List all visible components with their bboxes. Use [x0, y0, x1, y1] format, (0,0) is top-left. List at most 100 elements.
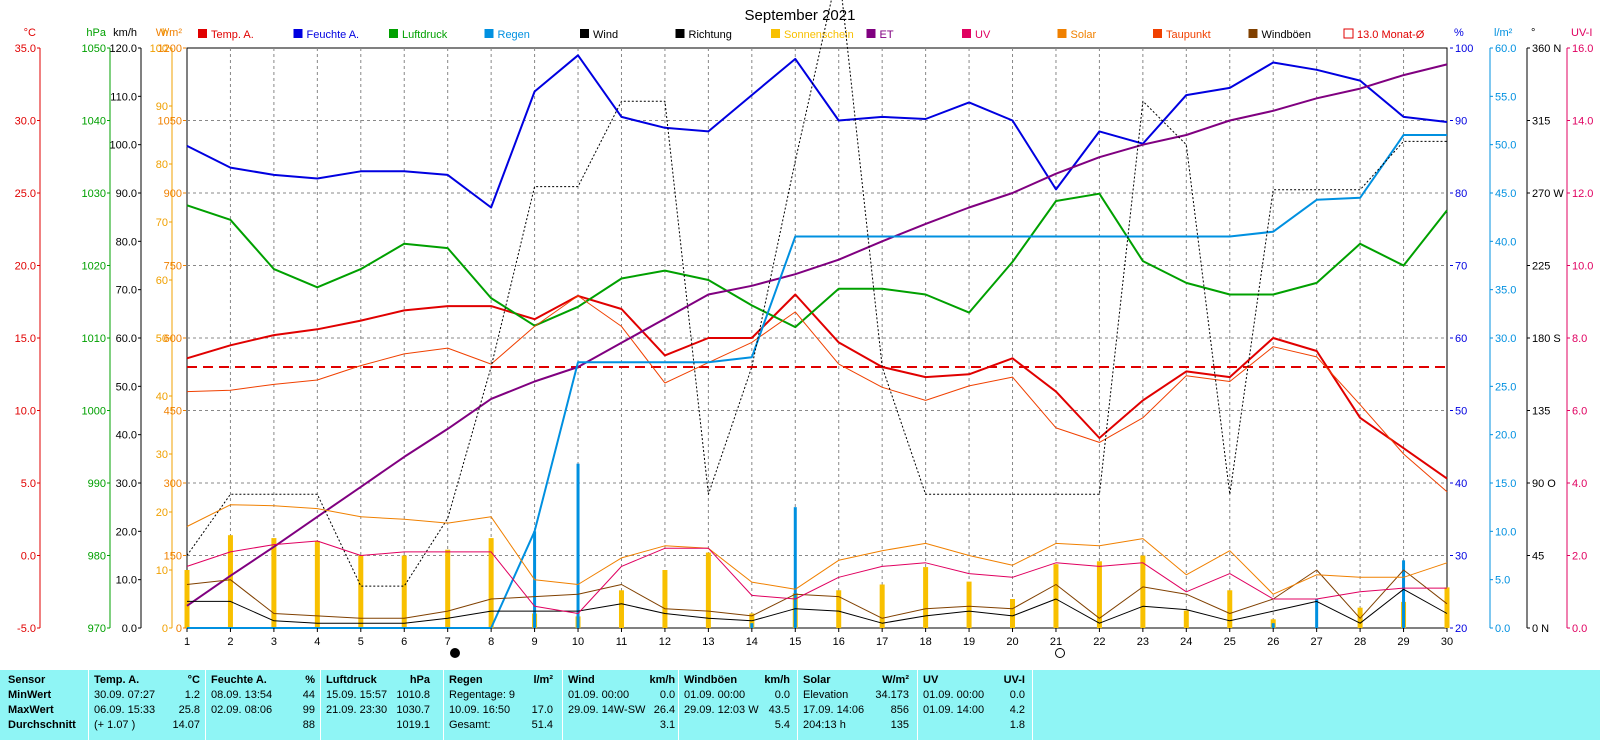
- right-axis-tick-label: 30: [1455, 551, 1467, 563]
- right-axis-tick-label: 16.0: [1572, 43, 1593, 55]
- right-axis-tick-label: 270 W: [1532, 188, 1564, 200]
- right-axis-tick-label: 5.0: [1495, 575, 1510, 587]
- sunshine-bar: [923, 567, 929, 628]
- stats-cell: [209, 717, 295, 732]
- right-axis-tick-label: 40: [1455, 478, 1467, 490]
- stats-cell: [566, 717, 647, 732]
- stats-value: 1010.8: [396, 688, 430, 701]
- left-axis-tick-label: 20.0: [15, 261, 36, 273]
- chart-grid: [186, 47, 1448, 629]
- left-axis-tick-label: 600: [164, 333, 182, 345]
- right-axis-tick-label: 0.0: [1572, 623, 1587, 635]
- legend-swatch: [1343, 28, 1354, 39]
- stats-cell: Elevation: [803, 688, 849, 701]
- right-axis-tick-label: 315: [1532, 116, 1550, 128]
- left-axis-unit: hPa: [86, 27, 106, 39]
- legend-label: Solar: [1071, 29, 1097, 41]
- x-tick-label: 10: [572, 636, 584, 648]
- left-axis-unit: km/h: [113, 27, 137, 39]
- left-axis-tick-label: 80: [156, 159, 168, 171]
- x-tick-label: 2: [227, 636, 233, 648]
- stats-cell: 01.09. 14:00: [923, 703, 985, 716]
- stats-cell: 17.09. 14:06: [803, 703, 865, 716]
- legend-swatch: [293, 29, 303, 38]
- right-axis-tick-label: 50: [1455, 406, 1467, 418]
- x-tick-label: 14: [746, 636, 758, 648]
- sunshine-bar: [1140, 555, 1146, 628]
- sunshine-bar: [1183, 610, 1189, 628]
- stats-value: [526, 687, 555, 702]
- right-axis-tick-label: 55.0: [1495, 91, 1516, 103]
- stats-value: 99: [302, 703, 315, 716]
- left-axis-tick-label: 0.0: [21, 551, 36, 563]
- stats-cell: 30.09. 07:27: [94, 688, 156, 701]
- x-tick-label: 5: [358, 636, 364, 648]
- left-axis-tick-label: 40.0: [116, 430, 137, 442]
- left-axis-tick-label: 30.0: [116, 478, 137, 490]
- left-axis-tick-label: 50: [156, 333, 168, 345]
- stats-cell: [324, 717, 392, 732]
- right-axis-tick-label: 6.0: [1572, 406, 1587, 418]
- stats-value: 1030.7: [396, 703, 430, 716]
- x-tick-label: 18: [919, 636, 931, 648]
- right-axis-tick-label: 0.0: [1495, 623, 1510, 635]
- left-axis-tick-label: 40: [156, 391, 168, 403]
- left-axis-tick-label: 20.0: [116, 526, 137, 538]
- stats-value: 1.2: [184, 688, 200, 701]
- series-line-wind: [187, 588, 1448, 624]
- right-axis-tick-label: 40.0: [1495, 236, 1516, 248]
- stats-header: Wind: [568, 673, 595, 686]
- x-tick-label: 3: [271, 636, 277, 648]
- left-axis-tick-label: 900: [164, 188, 182, 200]
- sunshine-bar: [836, 590, 842, 628]
- stats-header: Solar: [803, 673, 831, 686]
- x-tick-label: 23: [1137, 636, 1149, 648]
- stats-value: 1.8: [1009, 718, 1025, 731]
- x-tick-label: 7: [445, 636, 451, 648]
- right-axis-unit: °: [1531, 27, 1535, 39]
- series-line-taupunkt: [186, 295, 1448, 493]
- legend-label: ET: [880, 29, 894, 41]
- stats-value: 25.8: [178, 703, 200, 716]
- sunshine-bar: [271, 538, 277, 628]
- left-axis-tick-label: 100: [150, 43, 168, 55]
- left-axis-tick-label: 90: [156, 101, 168, 113]
- stats-value: 44: [302, 688, 315, 701]
- right-axis-tick-label: 2.0: [1572, 551, 1587, 563]
- right-axis-unit: l/m²: [1494, 27, 1513, 39]
- stats-sensor: Sensor MinWert MaxWert Durchschnitt: [6, 672, 78, 732]
- stats-value: 0.0: [1009, 688, 1025, 701]
- sunshine-bar: [1096, 561, 1102, 628]
- sunshine-bar: [705, 552, 711, 628]
- stats-cell: 01.09. 00:00: [923, 688, 985, 701]
- left-axis-tick-label: 15.0: [15, 333, 36, 345]
- stats-cell: Gesamt:: [449, 718, 491, 731]
- legend-label: Temp. A.: [211, 29, 254, 41]
- sunshine-bar: [1053, 564, 1059, 628]
- left-axis-tick-label: 90.0: [116, 188, 137, 200]
- legend-label: Luftdruck: [402, 29, 448, 41]
- stats-value: 5.4: [774, 718, 790, 731]
- stats-header: Feuchte A.: [211, 673, 267, 686]
- stats-row-label: Durchschnitt: [8, 718, 76, 731]
- stats-feuchte: Feuchte A.% 08.09. 13:54 44 02.09. 08:06 9…: [209, 672, 317, 732]
- legend-label: Regen: [498, 29, 530, 41]
- stats-cell: 29.09. 14W-SW: [568, 703, 646, 716]
- sunshine-bar: [1444, 587, 1450, 628]
- legend-label: UV: [975, 29, 991, 41]
- left-axis-tick-label: 120.0: [109, 43, 137, 55]
- right-axis-tick-label: 360 N: [1532, 43, 1561, 55]
- legend-swatch: [1057, 29, 1067, 38]
- series-line-richtung: [186, 0, 1447, 587]
- stats-unit: l/m²: [533, 673, 553, 686]
- x-tick-label: 4: [314, 636, 320, 648]
- left-axis-tick-label: 1000: [82, 406, 106, 418]
- left-axis-tick-label: 60: [156, 275, 168, 287]
- x-tick-label: 1: [184, 636, 190, 648]
- stats-value: 88: [302, 718, 315, 731]
- right-axis-tick-label: 50.0: [1495, 140, 1516, 152]
- right-axis-tick-label: 12.0: [1572, 188, 1593, 200]
- weather-chart: September 2021 Temp. A. Feuchte A. Luftdru…: [15, 0, 1593, 658]
- right-axis-tick-label: 35.0: [1495, 285, 1516, 297]
- rain-bar: [750, 623, 754, 628]
